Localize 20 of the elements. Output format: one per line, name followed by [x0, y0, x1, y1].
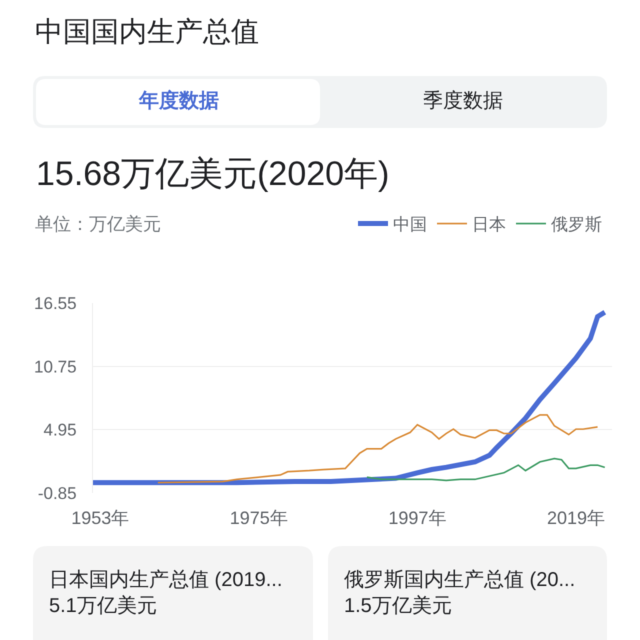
line-series	[157, 414, 598, 484]
y-tick-label: 16.55	[34, 294, 77, 313]
legend-label: 俄罗斯	[551, 215, 602, 234]
y-axis-title: 单位：万亿美元	[35, 214, 161, 234]
text: 日本国内生产总值 (2019... 5.1万亿美元	[49, 569, 282, 617]
y-tick-label: -0.85	[38, 484, 77, 503]
x-tick-label: 2019年	[546, 508, 605, 528]
x-tick-label: 1953年	[71, 508, 130, 528]
legend-label: 中国	[393, 215, 427, 234]
y-tick-label: 4.95	[44, 420, 77, 440]
text: 俄罗斯国内生产总值 (20... 1.5万亿美元	[344, 569, 576, 617]
chart-subtitle: 15.68万亿美元(2020年)	[36, 155, 390, 193]
chart-title: 中国国内生产总值	[35, 16, 259, 47]
text: 年度数据	[138, 89, 219, 112]
line-series	[366, 458, 606, 482]
x-tick-label: 1997年	[388, 508, 446, 528]
text: 季度数据	[423, 90, 503, 112]
x-tick-label: 1975年	[230, 508, 288, 528]
legend-label: 日本	[472, 215, 506, 234]
y-tick-label: 10.75	[34, 357, 77, 376]
